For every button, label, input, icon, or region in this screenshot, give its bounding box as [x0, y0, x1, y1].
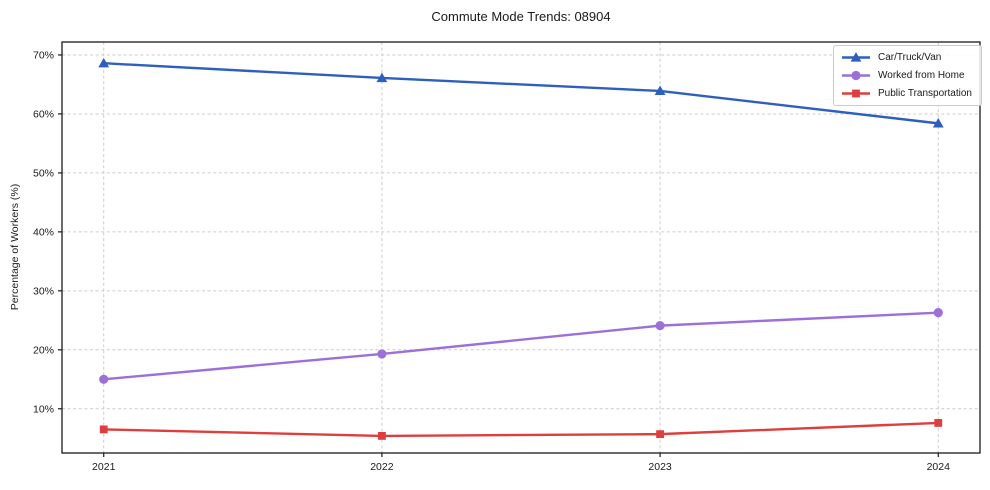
marker-circle [99, 374, 109, 384]
marker-triangle [376, 72, 388, 83]
y-tick-label: 30% [33, 285, 54, 297]
marker-circle [851, 70, 861, 81]
marker-square [378, 431, 386, 440]
y-tick-label: 70% [33, 50, 54, 62]
series-line-public-transportation [102, 421, 940, 438]
marker-square [852, 89, 860, 98]
marker-circle [933, 308, 943, 318]
series-line-worked-from-home [102, 311, 940, 381]
legend: Car/Truck/Van Worked from Home Public Tran… [833, 45, 982, 106]
marker-circle [377, 349, 387, 359]
legend-key-circle-icon [842, 70, 870, 81]
legend-label: Public Transportation [878, 88, 972, 99]
y-tick-label: 50% [33, 168, 54, 180]
series-line-car-truck-van [102, 62, 940, 125]
marker-square [656, 430, 664, 439]
x-tick-label: 2024 [927, 461, 951, 473]
marker-triangle [932, 117, 944, 128]
legend-key-triangle-icon [842, 52, 870, 62]
legend-label: Worked from Home [878, 70, 965, 81]
legend-item: Car/Truck/Van [841, 51, 972, 64]
axes-frame [61, 41, 981, 454]
y-tick-label: 10% [33, 403, 54, 415]
marker-square [99, 425, 108, 434]
marker-triangle [654, 85, 666, 96]
legend-item: Worked from Home [841, 69, 972, 82]
y-tick-label: 40% [33, 226, 54, 238]
marker-triangle [98, 57, 110, 68]
chart-title: Commute Mode Trends: 08904 [431, 9, 611, 24]
x-tick-label: 2023 [648, 461, 672, 473]
marker-circle [655, 321, 665, 331]
marker-triangle [850, 52, 862, 62]
legend-label: Car/Truck/Van [878, 52, 942, 63]
legend-key-square-icon [842, 89, 870, 98]
y-tick-label: 60% [33, 109, 54, 121]
marker-square [934, 419, 943, 427]
legend-item: Public Transportation [841, 87, 972, 100]
x-tick-label: 2022 [370, 461, 394, 473]
y-tick-label: 20% [33, 344, 54, 356]
x-tick-label: 2021 [92, 461, 116, 473]
